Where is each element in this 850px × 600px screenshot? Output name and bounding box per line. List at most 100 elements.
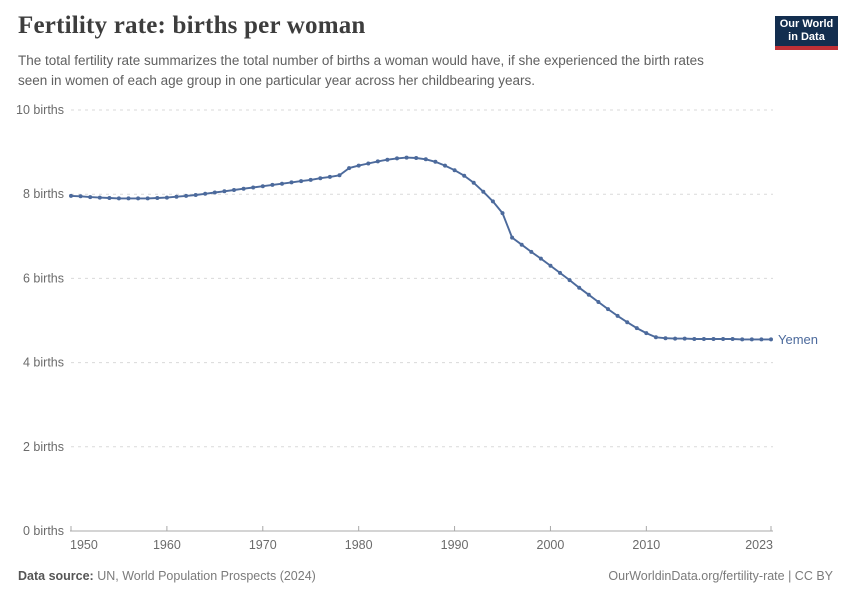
- data-point-1995[interactable]: [500, 211, 505, 216]
- data-source-label: Data source:: [18, 569, 94, 583]
- data-point-1965[interactable]: [212, 190, 217, 195]
- data-point-1971[interactable]: [270, 182, 275, 187]
- data-point-1964[interactable]: [203, 191, 208, 196]
- data-point-1985[interactable]: [404, 155, 409, 160]
- data-point-2002[interactable]: [567, 278, 572, 283]
- data-point-2006[interactable]: [606, 307, 610, 312]
- data-point-2019[interactable]: [730, 337, 735, 341]
- credit-link[interactable]: OurWorldinData.org/fertility-rate | CC B…: [608, 569, 833, 583]
- data-point-2021[interactable]: [749, 337, 754, 342]
- data-point-2005[interactable]: [596, 300, 601, 304]
- data-point-1969[interactable]: [251, 185, 256, 190]
- data-point-1959[interactable]: [155, 196, 160, 200]
- y-tick-label: 6 births: [23, 271, 64, 285]
- data-point-1978[interactable]: [337, 173, 342, 178]
- x-tick-label: 1990: [441, 538, 469, 552]
- data-point-1955[interactable]: [116, 196, 121, 201]
- data-point-1983[interactable]: [385, 157, 390, 162]
- x-tick-label: 2010: [632, 538, 660, 552]
- data-point-2017[interactable]: [711, 337, 716, 341]
- data-point-1952[interactable]: [88, 195, 93, 200]
- data-point-1980[interactable]: [356, 163, 361, 168]
- fertility-line-yemen[interactable]: [70, 156, 772, 341]
- data-point-2023[interactable]: [769, 337, 773, 342]
- data-point-1957[interactable]: [136, 196, 141, 201]
- data-point-1993[interactable]: [481, 189, 486, 194]
- data-point-1962[interactable]: [184, 193, 189, 198]
- data-point-1981[interactable]: [366, 161, 371, 166]
- data-point-1991[interactable]: [462, 173, 467, 178]
- x-tick-label: 2023: [745, 538, 773, 552]
- data-point-1970[interactable]: [260, 184, 265, 189]
- data-point-1975[interactable]: [308, 177, 313, 182]
- owid-logo-line1: Our World: [779, 18, 834, 30]
- data-point-2013[interactable]: [673, 336, 678, 341]
- data-point-2003[interactable]: [577, 285, 582, 290]
- data-point-1960[interactable]: [164, 195, 169, 200]
- x-tick-label: 1950: [70, 538, 98, 552]
- data-point-2004[interactable]: [586, 292, 591, 297]
- data-point-1976[interactable]: [318, 176, 323, 181]
- data-point-1989[interactable]: [443, 163, 447, 168]
- data-point-1992[interactable]: [471, 180, 476, 185]
- data-source-value: UN, World Population Prospects (2024): [93, 569, 316, 583]
- data-point-2018[interactable]: [721, 337, 726, 341]
- entity-label-yemen[interactable]: Yemen: [778, 332, 818, 347]
- data-point-1958[interactable]: [145, 196, 150, 201]
- data-point-2008[interactable]: [625, 320, 630, 325]
- x-tick-label: 2000: [537, 538, 565, 552]
- x-tick-label: 1970: [249, 538, 277, 552]
- data-point-2000[interactable]: [548, 263, 553, 268]
- data-point-1956[interactable]: [126, 196, 131, 201]
- data-point-1982[interactable]: [375, 159, 380, 164]
- data-point-1994[interactable]: [490, 199, 495, 204]
- data-point-1967[interactable]: [232, 188, 236, 192]
- data-point-2011[interactable]: [653, 335, 658, 340]
- data-point-1986[interactable]: [414, 156, 419, 160]
- y-tick-label: 10 births: [16, 103, 64, 117]
- data-point-2001[interactable]: [558, 270, 562, 275]
- data-point-1979[interactable]: [347, 166, 352, 171]
- data-point-1974[interactable]: [299, 179, 304, 184]
- data-point-1961[interactable]: [174, 194, 179, 199]
- data-point-1950[interactable]: [69, 193, 73, 198]
- data-point-1998[interactable]: [529, 249, 534, 254]
- owid-logo-line2: in Data: [788, 31, 825, 43]
- chart-subtitle: The total fertility rate summarizes the …: [18, 53, 704, 88]
- data-point-1996[interactable]: [510, 235, 515, 240]
- data-point-1990[interactable]: [452, 168, 457, 173]
- data-point-1977[interactable]: [327, 174, 332, 179]
- data-point-1973[interactable]: [289, 180, 294, 185]
- data-point-2020[interactable]: [740, 337, 745, 342]
- data-source-note: Data source: UN, World Population Prospe…: [18, 569, 316, 583]
- data-point-2016[interactable]: [701, 337, 706, 341]
- data-point-1968[interactable]: [241, 186, 246, 191]
- data-point-1951[interactable]: [78, 194, 83, 199]
- data-point-2007[interactable]: [615, 313, 620, 318]
- y-tick-label: 8 births: [23, 187, 64, 201]
- data-point-1966[interactable]: [222, 189, 227, 194]
- data-point-1999[interactable]: [538, 256, 543, 261]
- data-point-1984[interactable]: [395, 156, 399, 161]
- data-point-2015[interactable]: [692, 337, 697, 341]
- data-point-1954[interactable]: [107, 196, 112, 200]
- y-tick-label: 2 births: [23, 440, 64, 454]
- data-point-2014[interactable]: [682, 336, 687, 341]
- data-point-1963[interactable]: [193, 193, 198, 197]
- data-point-2012[interactable]: [663, 336, 668, 341]
- data-point-1997[interactable]: [519, 242, 524, 247]
- data-point-1953[interactable]: [97, 195, 102, 200]
- data-point-2010[interactable]: [644, 331, 649, 336]
- owid-logo[interactable]: Our World in Data: [775, 16, 838, 50]
- x-tick-label: 1980: [345, 538, 373, 552]
- data-point-1988[interactable]: [433, 159, 438, 164]
- y-tick-label: 4 births: [23, 356, 64, 370]
- data-point-1972[interactable]: [280, 181, 284, 186]
- data-point-2009[interactable]: [634, 326, 639, 331]
- x-tick-label: 1960: [153, 538, 181, 552]
- data-point-1987[interactable]: [423, 157, 428, 162]
- y-tick-label: 0 births: [23, 524, 64, 538]
- data-point-2022[interactable]: [759, 337, 764, 342]
